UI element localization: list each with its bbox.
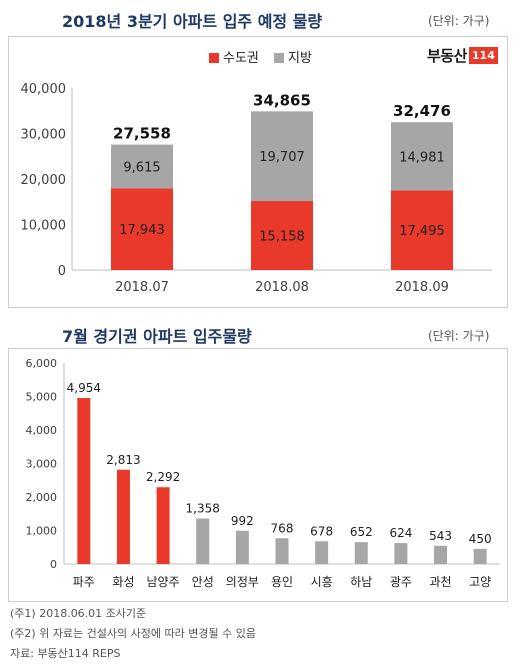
bar-value-label: 652 [350,525,373,539]
x-tick-label: 의정부 [226,575,259,589]
segment-value-label: 17,495 [399,224,445,239]
y-tick-label: 4,000 [26,424,58,437]
bar-segment [111,188,173,270]
bar [434,545,448,564]
y-tick-label: 5,000 [26,391,58,404]
x-tick-label: 2018.09 [395,280,449,295]
y-tick-label: 3,000 [26,458,58,471]
y-tick-label: 0 [50,558,57,571]
bar [77,398,91,564]
segment-value-label: 14,981 [399,150,445,165]
y-tick-label: 10,000 [21,219,67,234]
bar-value-label: 1,358 [186,502,220,516]
bar-value-label: 992 [231,514,254,528]
legend-region: 지방 [274,47,312,66]
bar-segment [251,111,313,202]
y-tick-label: 0 [58,264,66,279]
bar [116,469,130,564]
total-value-label: 32,476 [393,102,451,120]
y-tick-label: 40,000 [21,82,67,97]
segment-value-label: 17,943 [119,223,165,238]
x-tick-label: 과천 [429,574,451,589]
x-tick-label: 남양주 [147,575,180,589]
bar-segment [251,201,313,270]
chart1-svg: 0 10,000 20,000 30,000 40,000 17,943 9,615 27,5… [21,82,492,295]
segment-value-label: 9,615 [123,160,160,175]
y-tick-label: 30,000 [21,128,67,143]
bar [275,538,289,564]
x-tick-label: 용인 [271,575,293,589]
footnote-1: (주1) 2018.06.01 조사기준 [10,607,147,620]
total-value-label: 34,865 [253,91,311,109]
bar-value-label: 624 [389,526,412,540]
x-tick-label: 화성 [112,575,134,589]
x-tick-label: 파주 [73,575,95,589]
legend-region-label: 지방 [288,51,312,66]
chart1-unit: (단위: 가구) [428,14,490,28]
x-tick-label: 광주 [390,575,412,589]
bar [394,543,408,564]
y-tick-label: 1,000 [26,525,58,538]
x-tick-label: 2018.08 [255,280,309,295]
bar-value-label: 678 [310,524,333,538]
bar-value-label: 2,813 [106,453,140,467]
bar-segment [111,144,173,189]
legend-capital-swatch [209,53,219,63]
bar [473,548,487,564]
legend-capital: 수도권 [209,47,259,66]
bar-value-label: 768 [271,521,294,535]
bar-segment [391,190,453,270]
x-tick-label: 고양 [469,575,491,589]
y-tick-label: 20,000 [21,173,67,188]
logo-badge: 114 [468,46,498,64]
bar-value-label: 4,954 [67,381,101,395]
bar [156,487,170,564]
chart2-title: 7월 경기권 아파트 입주물량 [62,327,252,346]
chart1-title: 2018년 3분기 아파트 입주 예정 물량 [62,12,323,31]
chart2-panel [8,348,508,602]
bar-value-label: 450 [469,532,492,546]
bar [235,530,249,564]
total-value-label: 27,558 [113,125,171,143]
x-tick-label: 안성 [192,575,214,589]
bar [315,541,329,564]
bar-value-label: 2,292 [146,470,180,484]
segment-value-label: 15,158 [259,230,305,245]
chart2-unit: (단위: 가구) [428,329,490,343]
y-tick-label: 6,000 [26,357,58,370]
y-tick-label: 2,000 [26,491,58,504]
source-note: 자료: 부동산114 REPS [10,647,121,660]
bar-value-label: 543 [429,529,452,543]
x-tick-label: 하남 [350,575,372,589]
bar-segment [391,122,453,191]
brand-logo: 부동산 114 [427,45,498,65]
x-tick-label: 시흥 [311,575,333,589]
segment-value-label: 19,707 [259,150,305,165]
footnote-2: (주2) 위 자료는 건설사의 사정에 따라 변경될 수 있음 [10,627,256,640]
x-tick-label: 2018.07 [115,280,169,295]
chart2-svg: 0 1,000 2,000 3,000 4,000 5,000 6,000 4,954 파주 2,… [26,357,500,589]
footnotes: (주1) 2018.06.01 조사기준 (주2) 위 자료는 건설사의 사정에… [10,604,256,664]
bar [196,518,210,564]
bar [354,542,368,564]
legend-capital-label: 수도권 [223,51,259,66]
logo-text: 부동산 [427,46,467,65]
legend-region-swatch [274,53,284,63]
